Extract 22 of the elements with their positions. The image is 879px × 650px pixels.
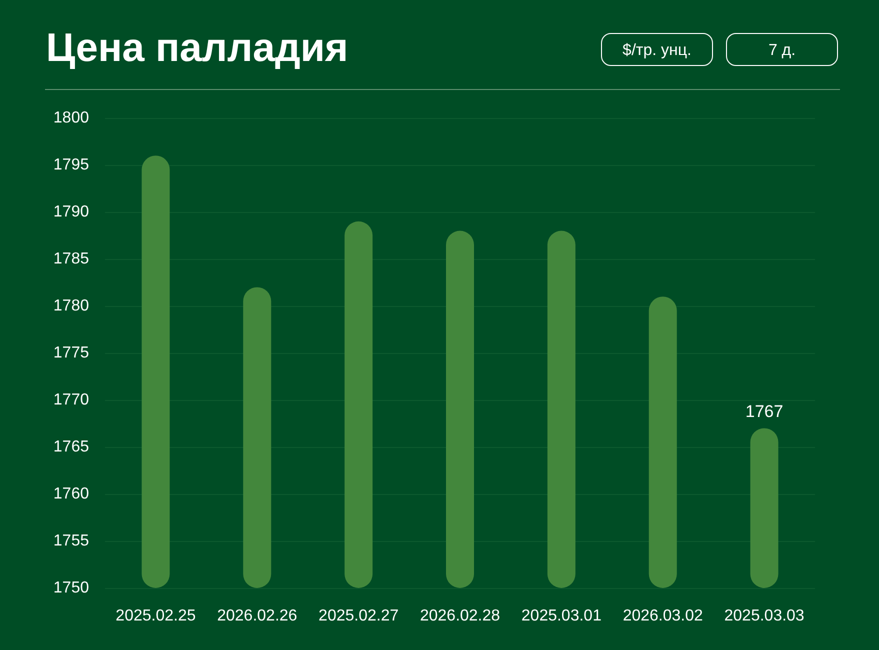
x-tick-label: 2025.02.27 xyxy=(318,608,399,624)
y-tick-label: 1765 xyxy=(53,438,90,456)
x-tick-label: 2026.03.02 xyxy=(622,608,703,624)
x-tick-label: 2025.02.25 xyxy=(116,608,196,624)
y-tick-label: 1785 xyxy=(53,250,90,268)
x-tick-label: 2025.03.01 xyxy=(521,608,602,624)
y-tick-label: 1755 xyxy=(53,532,90,550)
data-label: 1767 xyxy=(745,402,784,422)
y-tick-label: 1775 xyxy=(53,344,90,362)
text: 7 д. xyxy=(726,33,838,66)
y-tick-label: 1760 xyxy=(53,486,90,502)
x-tick-label: 2026.02.26 xyxy=(217,608,298,624)
y-tick-label: 1795 xyxy=(53,156,90,174)
x-tick-label: 2025.03.03 xyxy=(724,608,804,624)
chart-title: Цена палладия xyxy=(46,26,348,71)
text: $/тр. унц. xyxy=(601,33,713,66)
x-tick-label: 2026.02.28 xyxy=(420,608,500,624)
y-tick-label: 1770 xyxy=(53,392,90,408)
y-tick-label: 1780 xyxy=(53,298,90,314)
y-tick-label: 1750 xyxy=(53,580,90,596)
y-tick-label: 1800 xyxy=(53,110,90,126)
y-tick-label: 1790 xyxy=(53,204,90,220)
